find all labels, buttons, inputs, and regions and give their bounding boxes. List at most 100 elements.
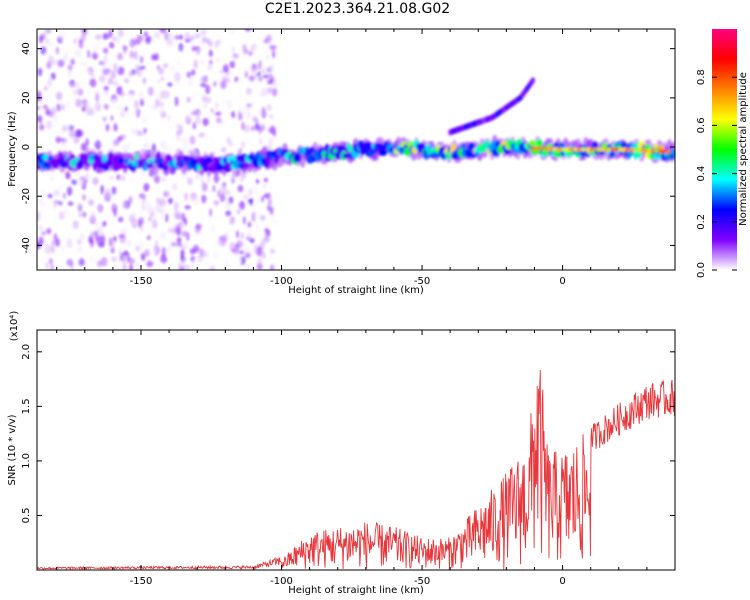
heatmap-cell bbox=[53, 114, 59, 121]
heatmap-cell bbox=[102, 154, 107, 164]
heatmap-cell bbox=[134, 99, 139, 109]
heatmap-cell bbox=[142, 202, 148, 208]
heatmap-cell bbox=[189, 135, 196, 145]
heatmap-cell bbox=[216, 116, 222, 124]
heatmap-cell bbox=[154, 239, 159, 250]
heatmap-cell bbox=[78, 38, 83, 49]
heatmap-cell bbox=[258, 60, 262, 70]
heatmap-cell bbox=[164, 213, 169, 223]
heatmap-cell bbox=[81, 211, 87, 218]
heatmap-cell bbox=[44, 244, 51, 249]
heatmap-cell bbox=[251, 69, 256, 75]
heatmap-cell bbox=[152, 218, 156, 226]
heatmap-cell bbox=[174, 96, 179, 107]
heatmap-cell bbox=[205, 156, 213, 164]
heatmap-cell bbox=[241, 121, 245, 131]
heatmap-cell bbox=[70, 58, 75, 66]
heatmap-cell bbox=[269, 44, 277, 51]
heatmap-cell bbox=[231, 111, 236, 119]
heatmap-cell bbox=[206, 174, 211, 183]
y-tick-label: -40 bbox=[21, 237, 32, 253]
heatmap-cell bbox=[181, 243, 188, 251]
heatmap-cell bbox=[94, 139, 102, 150]
heatmap-cell bbox=[122, 45, 128, 52]
heatmap-cell bbox=[90, 211, 96, 221]
heatmap-cell bbox=[236, 88, 240, 96]
heatmap-cell bbox=[58, 265, 64, 270]
heatmap-cell bbox=[253, 44, 260, 54]
heatmap-cell bbox=[37, 137, 42, 144]
heatmap-cell bbox=[236, 208, 241, 215]
heatmap-cell bbox=[113, 123, 118, 132]
heatmap-cell bbox=[260, 135, 266, 142]
heatmap-cell bbox=[161, 262, 166, 270]
heatmap-cell bbox=[129, 50, 134, 59]
heatmap-cell bbox=[239, 75, 244, 86]
heatmap-cell bbox=[63, 220, 68, 229]
heatmap-cell bbox=[54, 177, 60, 187]
y-tick-label: 20 bbox=[21, 91, 32, 104]
heatmap-cell bbox=[38, 115, 43, 124]
heatmap-cell bbox=[108, 29, 113, 39]
heatmap-cell bbox=[90, 74, 96, 79]
heatmap-cell bbox=[192, 60, 198, 69]
heatmap-cell bbox=[69, 84, 74, 93]
heatmap-cell bbox=[90, 132, 94, 137]
x-tick-label: 0 bbox=[559, 576, 565, 587]
heatmap-cell bbox=[151, 35, 157, 45]
colorbar-gradient bbox=[712, 29, 737, 270]
heatmap-cell bbox=[66, 124, 70, 133]
heatmap-cell bbox=[214, 42, 218, 49]
heatmap-cell bbox=[222, 103, 228, 109]
y-tick-label: 40 bbox=[21, 42, 32, 55]
heatmap-cell bbox=[49, 257, 53, 265]
heatmap-cell bbox=[220, 227, 224, 237]
heatmap-cell bbox=[69, 128, 75, 138]
spectrogram-y-label: Frequency (Hz) bbox=[7, 111, 18, 187]
heatmap-cell bbox=[48, 55, 54, 64]
heatmap-cell bbox=[222, 31, 227, 37]
heatmap-cell bbox=[265, 88, 273, 95]
heatmap-cell bbox=[138, 65, 146, 70]
heatmap-cell bbox=[214, 235, 219, 240]
heatmap-cell bbox=[38, 236, 44, 246]
heatmap-cell bbox=[184, 256, 188, 264]
heatmap-cell bbox=[91, 51, 98, 60]
heatmap-cell bbox=[38, 35, 44, 44]
heatmap-cell bbox=[176, 123, 181, 130]
heatmap-cell bbox=[222, 132, 227, 138]
heatmap-cell bbox=[100, 184, 105, 195]
heatmap-cell bbox=[210, 66, 214, 76]
heatmap-cell bbox=[135, 64, 139, 74]
heatmap-cell bbox=[50, 72, 56, 81]
heatmap-cell bbox=[212, 81, 217, 87]
heatmap-cell bbox=[139, 232, 144, 243]
heatmap-cell bbox=[214, 150, 220, 155]
heatmap-cell bbox=[271, 87, 278, 97]
heatmap-cell bbox=[197, 254, 203, 263]
heatmap-cell bbox=[205, 84, 211, 95]
heatmap-cell bbox=[219, 193, 226, 203]
heatmap-cell bbox=[51, 106, 57, 116]
heatmap-cell bbox=[268, 138, 273, 148]
heatmap-cell bbox=[95, 34, 102, 40]
heatmap-cell bbox=[461, 143, 466, 150]
heatmap-cell bbox=[236, 100, 243, 107]
heatmap-cell bbox=[363, 142, 372, 150]
heatmap-cell bbox=[210, 136, 215, 144]
heatmap-cell bbox=[244, 29, 251, 32]
heatmap-cell bbox=[129, 58, 135, 68]
heatmap-cell bbox=[45, 120, 53, 130]
heatmap-cell bbox=[87, 86, 92, 97]
heatmap-cell bbox=[257, 258, 262, 265]
heatmap-cell bbox=[37, 262, 41, 269]
heatmap-cell bbox=[41, 154, 49, 161]
heatmap-cell bbox=[72, 220, 79, 229]
heatmap-cell bbox=[77, 88, 84, 96]
heatmap-cell bbox=[184, 38, 192, 43]
heatmap-cell bbox=[224, 260, 229, 266]
heatmap-cell bbox=[73, 89, 78, 96]
heatmap-cell bbox=[173, 72, 181, 82]
heatmap-cell bbox=[270, 264, 275, 270]
heatmap-cell bbox=[151, 97, 155, 106]
